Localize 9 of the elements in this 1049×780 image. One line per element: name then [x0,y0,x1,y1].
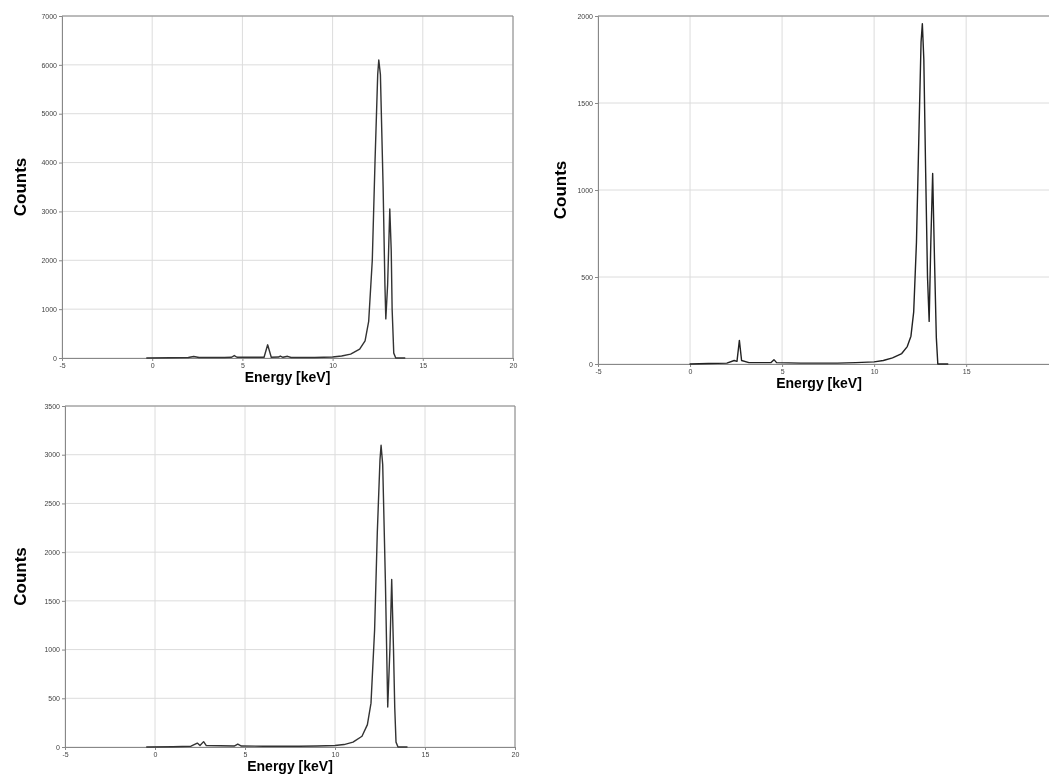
line-series [146,444,408,748]
y-axis-title: Counts [11,157,30,217]
y-axis-title: Counts [11,547,30,606]
line-series [689,22,949,365]
x-axis-title: Energy [keV] [247,758,333,774]
x-axis-title: Energy [keV] [244,369,331,385]
y-axis-title: Counts [551,160,570,220]
x-axis-title: Energy [keV] [776,375,862,391]
line-series [146,59,406,359]
